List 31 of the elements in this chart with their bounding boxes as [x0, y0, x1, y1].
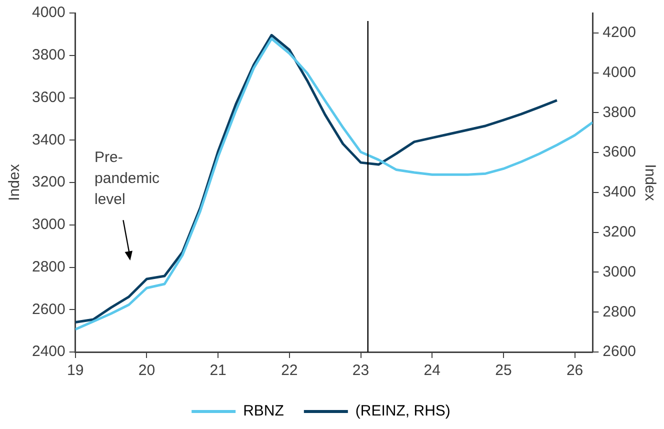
annotation: Pre-pandemic level	[94, 149, 160, 208]
y-tick-label: 2600	[32, 300, 66, 318]
y2-tick-label: 3600	[602, 144, 636, 161]
y-tick-label: 3200	[32, 174, 66, 191]
y-axis-title: Index	[6, 164, 24, 201]
x-tick-label: 26	[566, 362, 584, 380]
y2-axis-title: Index	[641, 164, 658, 202]
y2-tick-label: 4000	[602, 64, 636, 81]
x-tick-label: 19	[67, 362, 84, 380]
x-tick-label: 21	[210, 362, 226, 380]
x-tick-label: 22	[281, 362, 298, 380]
y2-tick-label: 2800	[602, 303, 636, 320]
y2-tick-label: 2600	[602, 343, 636, 360]
y-tick-label: 3000	[32, 216, 66, 234]
x-tick-label: 25	[495, 362, 512, 380]
legend-label: (REINZ, RHS)	[355, 402, 450, 420]
y2-tick-label: 3200	[602, 223, 636, 240]
y-tick-label: 2400	[32, 343, 66, 360]
y2-tick-label: 3800	[602, 104, 636, 121]
y-tick-label: 2800	[32, 258, 66, 276]
y2-tick-label: 3400	[602, 184, 636, 201]
y-tick-label: 3400	[32, 131, 66, 148]
y2-tick-label: 3000	[602, 263, 636, 280]
y-tick-label: 3600	[32, 88, 66, 106]
x-tick-label: 20	[138, 362, 156, 380]
y-tick-label: 4000	[32, 4, 66, 22]
legend-label: RBNZ	[243, 402, 284, 420]
x-tick-label: 23	[352, 362, 370, 380]
x-tick-label: 24	[424, 362, 440, 380]
y-tick-label: 3800	[32, 46, 66, 64]
y2-tick-label: 4200	[602, 24, 636, 42]
